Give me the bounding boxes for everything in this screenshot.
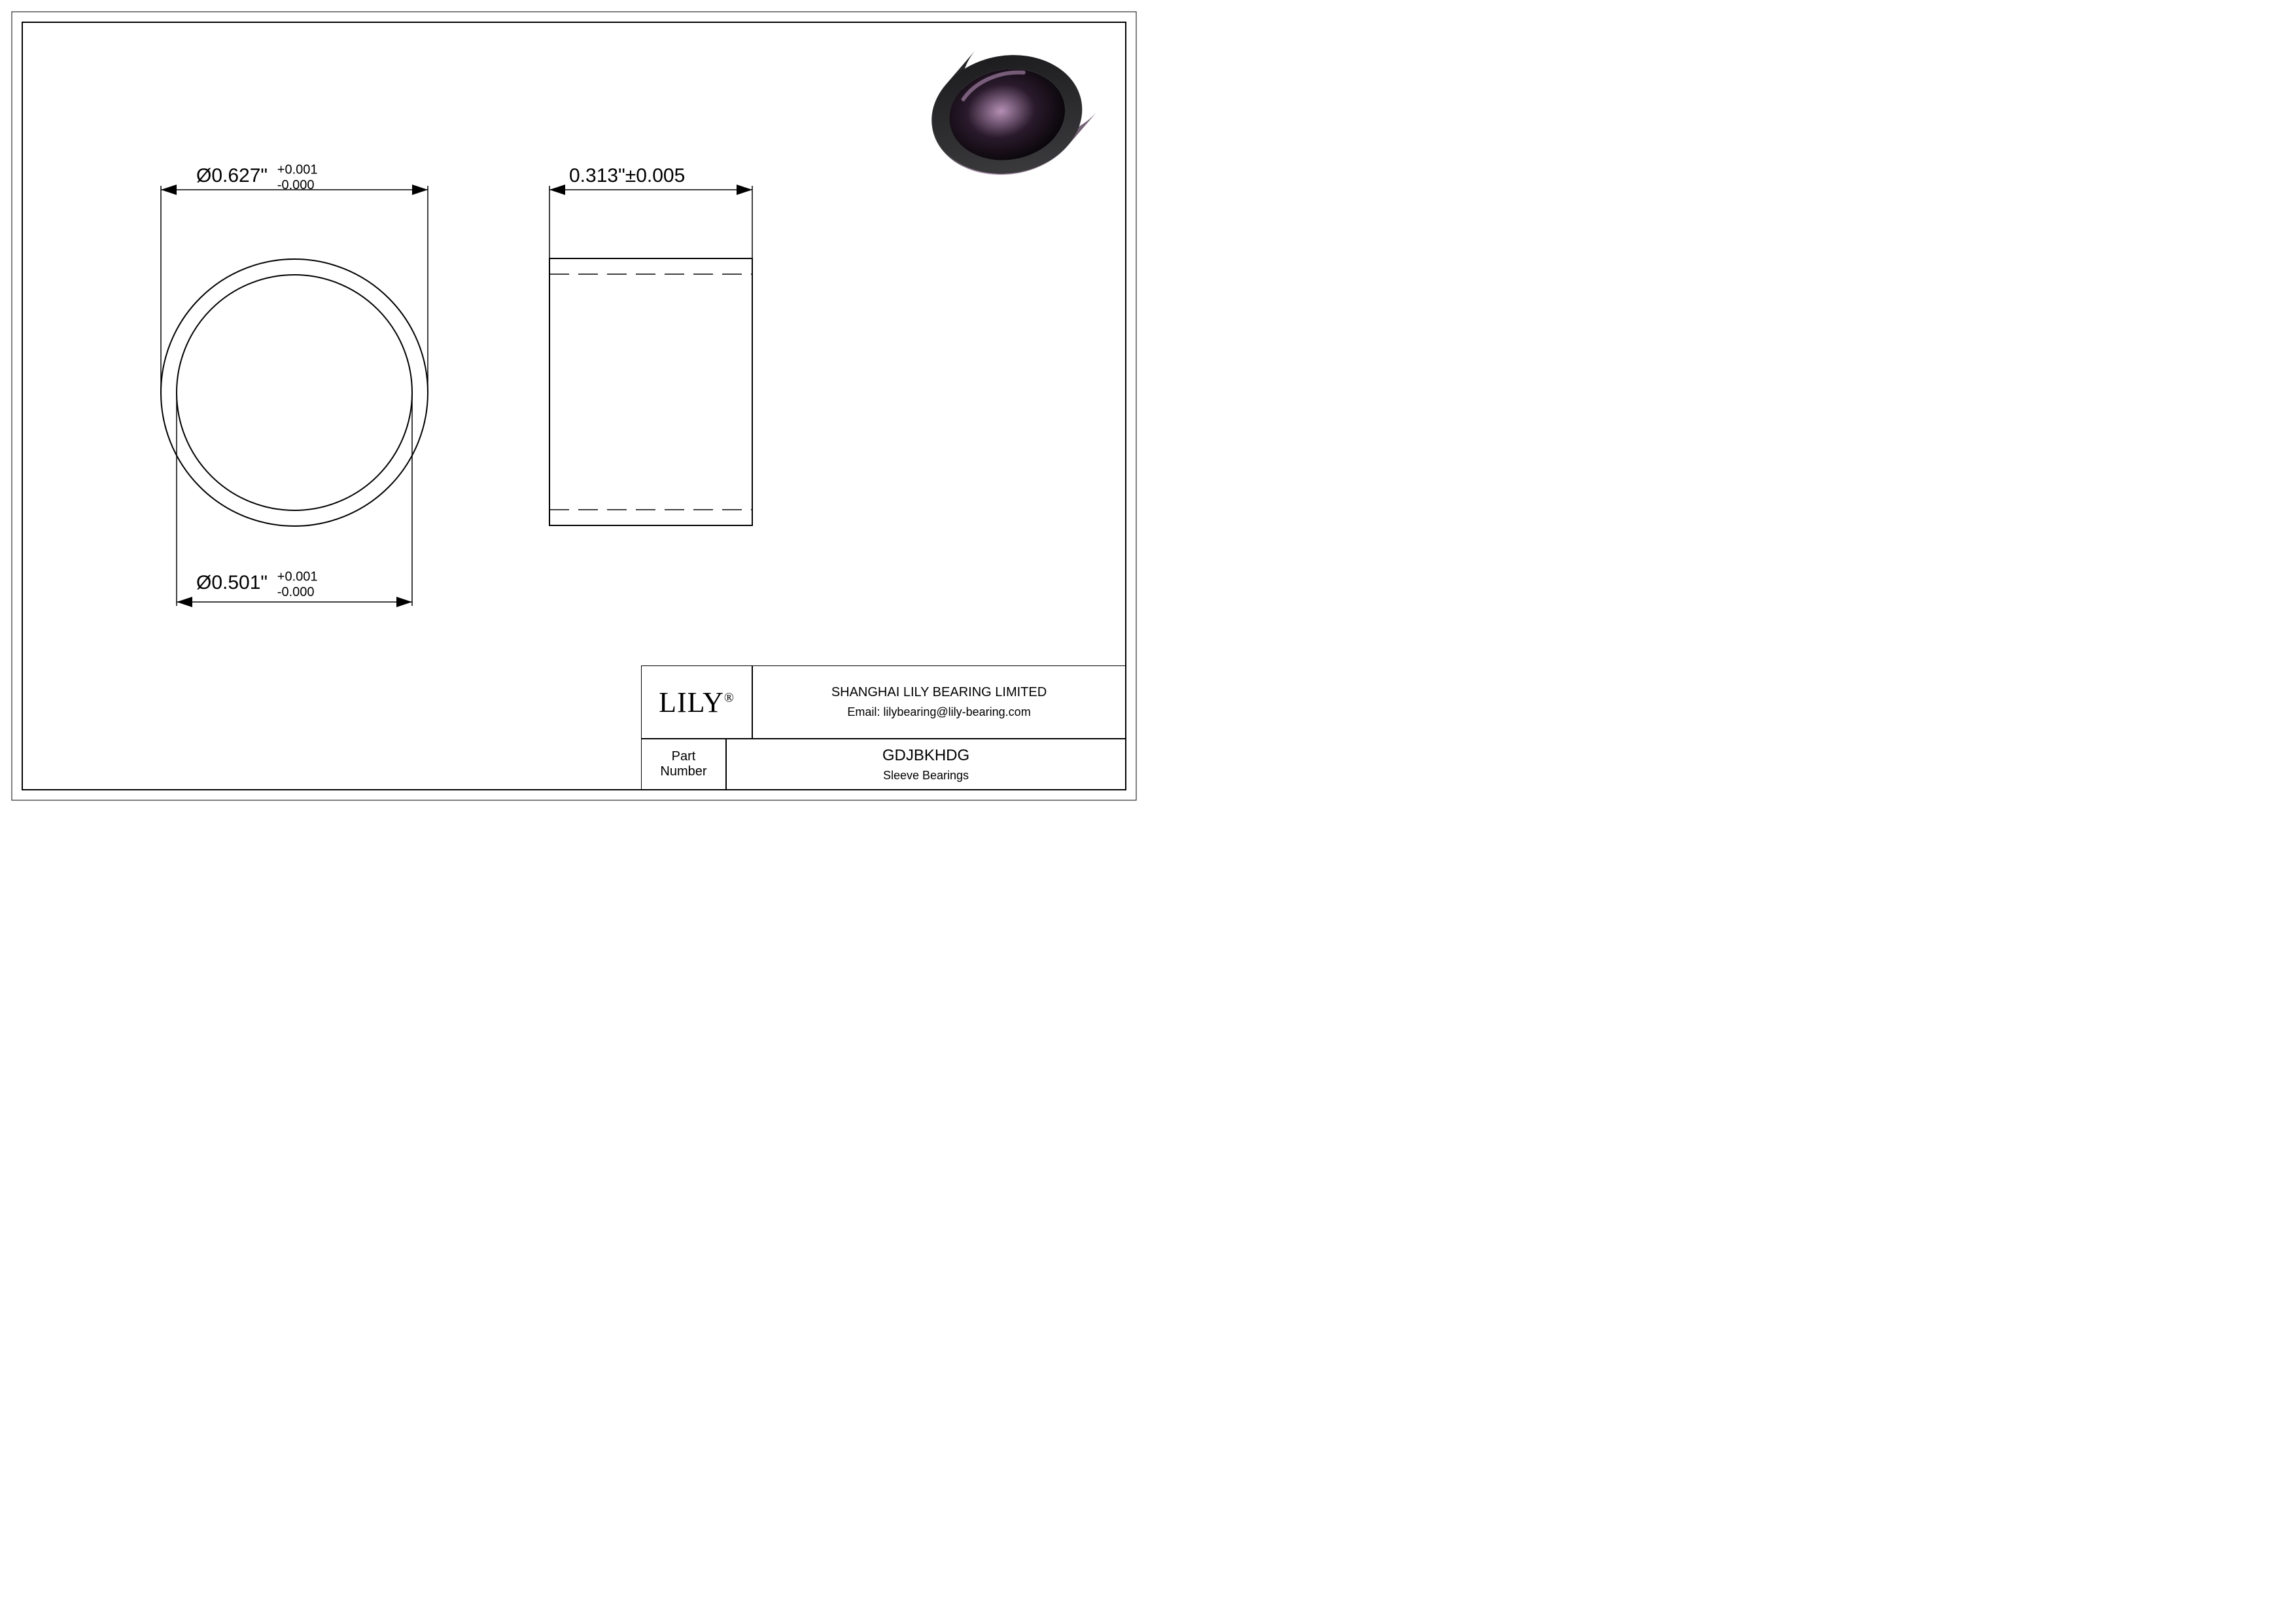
dimensions: Ø0.627"+0.001-0.000Ø0.501"+0.001-0.0000.… xyxy=(161,162,752,607)
svg-text:Ø0.627": Ø0.627" xyxy=(196,165,268,186)
side-view xyxy=(549,258,752,525)
svg-text:Ø0.501": Ø0.501" xyxy=(196,572,268,593)
drawing-page: Ø0.627"+0.001-0.000Ø0.501"+0.001-0.0000.… xyxy=(0,0,1148,812)
title-block-lines xyxy=(641,665,1126,790)
svg-text:-0.000: -0.000 xyxy=(277,178,315,192)
svg-text:+0.001: +0.001 xyxy=(277,162,318,177)
front-view xyxy=(161,259,428,526)
title-block: LILY® SHANGHAI LILY BEARING LIMITED Emai… xyxy=(641,665,1126,790)
svg-text:-0.000: -0.000 xyxy=(277,585,315,599)
svg-text:0.313"±0.005: 0.313"±0.005 xyxy=(569,165,685,186)
svg-text:+0.001: +0.001 xyxy=(277,569,318,584)
isometric-render xyxy=(920,29,1105,186)
